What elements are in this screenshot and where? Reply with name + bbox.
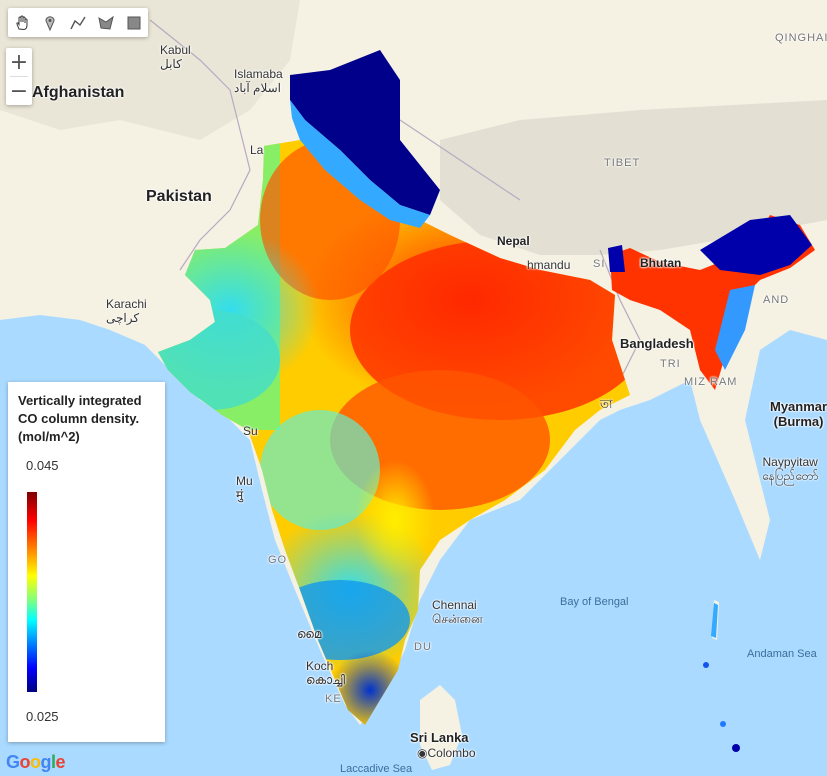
polygon-tool-button[interactable] xyxy=(92,8,120,37)
label-surat: Su xyxy=(243,424,258,438)
pan-tool-button[interactable] xyxy=(8,8,36,37)
land-sri-lanka xyxy=(420,685,462,770)
co-overlay-kashmir-edge xyxy=(290,100,430,228)
zoom-divider xyxy=(10,76,28,77)
label-sikkim: SI xyxy=(593,258,606,270)
label-nepal: Nepal xyxy=(497,234,530,248)
label-myanmar: Myanmar (Burma) xyxy=(770,399,827,429)
drawing-toolbar xyxy=(8,8,148,37)
rectangle-icon xyxy=(127,16,141,29)
legend-title: Vertically integrated CO column density.… xyxy=(18,393,142,444)
label-qinghai: QINGHAI xyxy=(775,32,827,44)
label-mysore: മൈ xyxy=(297,627,322,641)
label-kolkata: তা xyxy=(600,397,613,411)
label-pakistan: Pakistan xyxy=(146,188,212,205)
co-overlay-andaman xyxy=(711,603,718,638)
label-bhutan: Bhutan xyxy=(640,256,682,270)
label-colombo: ◉Colombo xyxy=(417,746,476,760)
legend-min-value: 0.025 xyxy=(26,709,59,724)
label-kerala: KE xyxy=(325,693,342,705)
legend-color-ramp xyxy=(27,492,37,692)
line-tool-button[interactable] xyxy=(64,8,92,37)
rectangle-tool-button[interactable] xyxy=(120,8,148,37)
label-kochi: Koch കൊച്ചി xyxy=(306,659,345,687)
polyline-icon xyxy=(70,16,86,29)
label-mizoram: MIZ RAM xyxy=(684,376,738,388)
label-laccadive-sea: Laccadive Sea xyxy=(340,763,413,775)
label-afghanistan: Afghanistan xyxy=(32,84,125,101)
label-tripura: TRI xyxy=(660,358,681,370)
label-nagaland: AND xyxy=(763,294,790,306)
legend-panel: Vertically integrated CO column density.… xyxy=(8,382,165,742)
map-pin-icon xyxy=(45,15,55,31)
zoom-in-button[interactable]: + xyxy=(9,49,29,75)
land-highland xyxy=(440,100,827,255)
label-islamabad: Islamaba اسلام آباد xyxy=(234,67,283,95)
co-overlay-northeast-top xyxy=(700,215,812,275)
country-border xyxy=(149,19,711,381)
zoom-out-button[interactable]: − xyxy=(9,78,29,104)
hand-icon xyxy=(16,14,28,30)
label-chennai: Chennai சென்னை xyxy=(432,598,483,626)
label-kabul: Kabul کابل xyxy=(160,43,191,71)
zoom-control: + − xyxy=(6,48,32,105)
co-overlay-sikkim xyxy=(608,245,625,272)
co-overlay-kashmir xyxy=(290,50,440,215)
label-tibet: TIBET xyxy=(604,157,641,169)
label-sri-lanka: Sri Lanka xyxy=(410,730,469,745)
google-logo[interactable]: Google xyxy=(6,752,66,772)
point-tool-button[interactable] xyxy=(36,8,64,37)
label-bangladesh: Bangladesh xyxy=(620,336,694,351)
label-andaman-sea: Andaman Sea xyxy=(747,648,817,660)
label-lahore: La xyxy=(250,143,264,157)
label-naypyitaw: Naypyitaw နေပြည်တော် xyxy=(762,455,819,483)
label-bay-of-bengal: Bay of Bengal xyxy=(560,596,629,608)
legend-max-value: 0.045 xyxy=(26,458,59,473)
label-kathmandu: hmandu xyxy=(527,258,571,272)
label-tamilnadu: DU xyxy=(414,641,432,653)
label-karachi: Karachi کراچی xyxy=(106,297,147,325)
label-goa: GO xyxy=(268,554,288,566)
label-mumbai: Mu मुं xyxy=(236,474,253,502)
co-overlay-northeast-mid xyxy=(715,285,755,370)
polygon-icon xyxy=(98,15,114,30)
